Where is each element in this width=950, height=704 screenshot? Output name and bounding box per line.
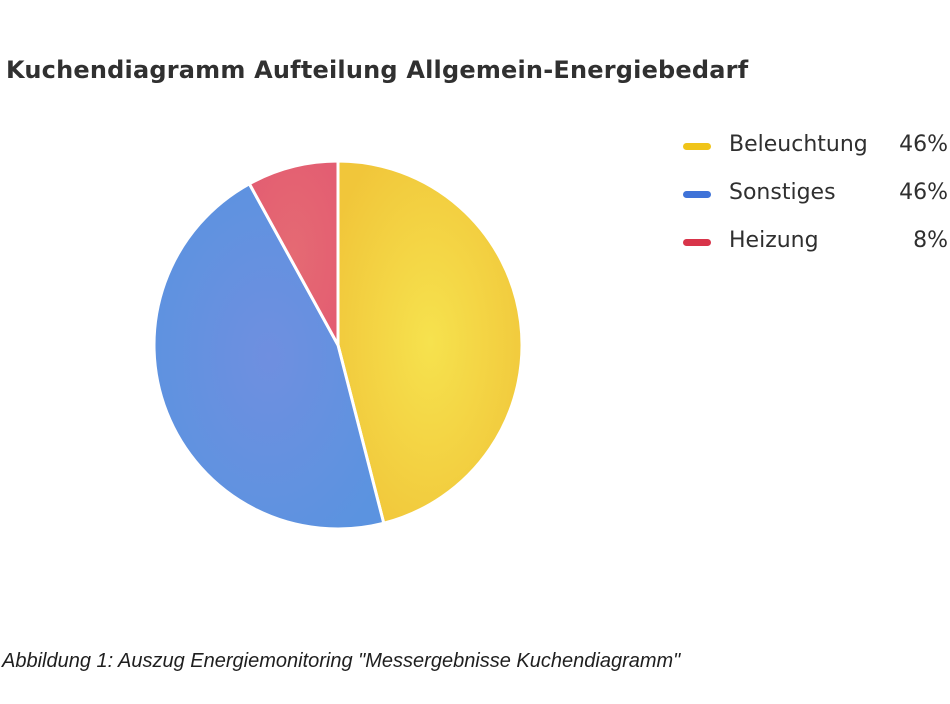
pie-slice-heizung[interactable] [247, 159, 340, 347]
legend-swatch [683, 191, 711, 198]
legend-item-beleuchtung[interactable]: Beleuchtung 46% [683, 130, 950, 178]
legend-item-heizung[interactable]: Heizung 8% [683, 226, 950, 274]
legend-value: 46% [899, 180, 948, 205]
legend-label: Beleuchtung [729, 132, 868, 157]
legend: Beleuchtung 46% Sonstiges 46% Heizung 8% [683, 130, 950, 274]
legend-label: Heizung [729, 228, 819, 253]
chart-title: Kuchendiagramm Aufteilung Allgemein-Ener… [6, 56, 749, 84]
legend-value: 8% [913, 228, 948, 253]
pie-slice-beleuchtung[interactable] [336, 159, 524, 525]
legend-value: 46% [899, 132, 948, 157]
legend-item-sonstiges[interactable]: Sonstiges 46% [683, 178, 950, 226]
legend-label: Sonstiges [729, 180, 836, 205]
figure-caption: Abbildung 1: Auszug Energiemonitoring "M… [2, 650, 681, 672]
legend-swatch [683, 143, 711, 150]
legend-swatch [683, 239, 711, 246]
pie-slice-sonstiges[interactable] [152, 182, 386, 531]
